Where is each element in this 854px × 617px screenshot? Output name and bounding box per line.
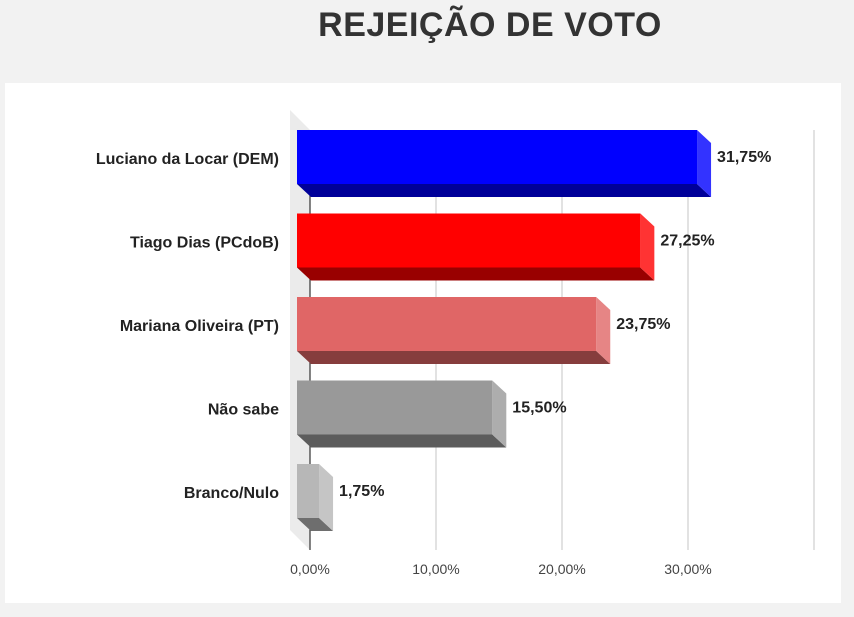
data-label: 31,75% — [717, 149, 771, 166]
category-label: Mariana Oliveira (PT) — [120, 318, 279, 335]
chart-title: REJEIÇÃO DE VOTO — [318, 6, 662, 44]
bar-side-face — [697, 130, 712, 197]
bar-bottom-face — [297, 267, 655, 281]
data-label: 27,25% — [660, 233, 714, 250]
category-label: Branco/Nulo — [184, 485, 279, 502]
data-label: 15,50% — [512, 400, 566, 417]
category-label: Tiago Dias (PCdoB) — [130, 235, 279, 252]
bar-side-face — [319, 464, 334, 531]
bar-bottom-face — [297, 351, 611, 364]
bar — [297, 130, 698, 184]
bar — [297, 464, 320, 518]
x-tick-label: 30,00% — [664, 561, 711, 577]
data-label: 23,75% — [616, 316, 670, 333]
x-tick-label: 20,00% — [538, 561, 585, 577]
bar — [297, 380, 493, 435]
category-label: Não sabe — [208, 402, 279, 419]
bar-bottom-face — [297, 184, 712, 197]
x-tick-label: 10,00% — [412, 561, 459, 577]
x-tick-label: 0,00% — [290, 561, 330, 577]
bar-side-face — [492, 380, 507, 448]
bar-bottom-face — [297, 434, 507, 448]
bar — [297, 213, 641, 268]
data-label: 1,75% — [339, 483, 384, 500]
bar-bottom-face — [297, 518, 334, 531]
bar-side-face — [640, 213, 655, 281]
bar-side-face — [596, 297, 611, 364]
category-label: Luciano da Locar (DEM) — [96, 151, 279, 168]
bar — [297, 297, 597, 351]
